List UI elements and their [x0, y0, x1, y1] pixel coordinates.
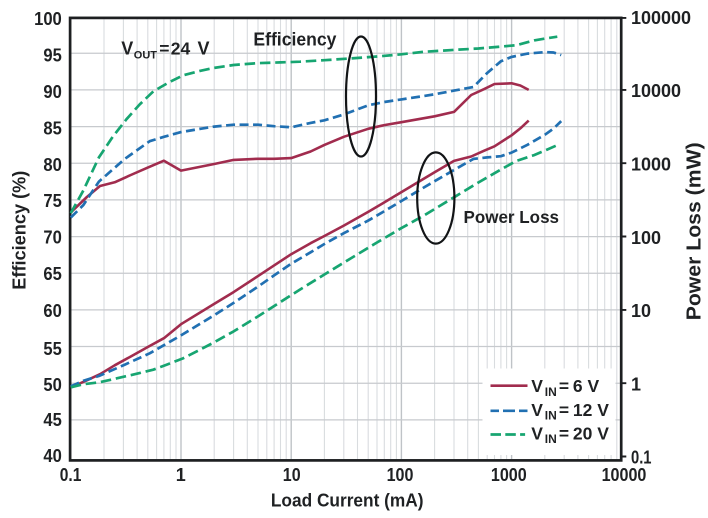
svg-text:Power Loss (mW): Power Loss (mW) — [683, 142, 706, 320]
svg-text:12 V: 12 V — [573, 400, 609, 420]
svg-text:1: 1 — [631, 374, 641, 394]
svg-text:60: 60 — [43, 301, 61, 321]
svg-text:24: 24 — [171, 39, 191, 59]
svg-text:0.1: 0.1 — [631, 448, 652, 468]
svg-text:45: 45 — [43, 410, 61, 430]
svg-text:95: 95 — [43, 46, 61, 66]
svg-text:90: 90 — [43, 82, 61, 102]
svg-text:100000: 100000 — [631, 8, 691, 28]
svg-text:65: 65 — [43, 264, 61, 284]
svg-text:10: 10 — [283, 465, 301, 485]
svg-text:Power Loss: Power Loss — [464, 207, 560, 227]
svg-text:=: = — [559, 423, 569, 443]
svg-text:70: 70 — [43, 227, 61, 247]
svg-text:V: V — [198, 39, 210, 59]
svg-text:20 V: 20 V — [573, 423, 609, 443]
svg-text:Load Current (mA): Load Current (mA) — [271, 491, 424, 511]
svg-text:10000: 10000 — [602, 465, 647, 485]
svg-text:50: 50 — [43, 375, 61, 395]
svg-text:Efficiency (%): Efficiency (%) — [9, 171, 29, 290]
svg-text:100: 100 — [387, 465, 414, 485]
svg-text:55: 55 — [43, 339, 61, 359]
svg-text:100: 100 — [631, 228, 661, 248]
svg-text:IN: IN — [545, 432, 557, 446]
svg-text:6 V: 6 V — [573, 376, 600, 396]
svg-text:10: 10 — [631, 301, 651, 321]
svg-text:10000: 10000 — [631, 81, 681, 101]
svg-text:0.1: 0.1 — [60, 465, 82, 485]
svg-text:1: 1 — [176, 465, 186, 485]
svg-text:1000: 1000 — [631, 155, 671, 175]
svg-text:75: 75 — [43, 191, 61, 211]
svg-text:V: V — [121, 39, 133, 59]
svg-text:85: 85 — [43, 118, 61, 138]
svg-text:Efficiency: Efficiency — [253, 29, 336, 49]
svg-text:=: = — [159, 39, 169, 59]
svg-text:=: = — [559, 400, 569, 420]
svg-text:V: V — [531, 423, 543, 443]
svg-text:V: V — [531, 400, 543, 420]
svg-text:IN: IN — [545, 409, 557, 423]
svg-text:OUT: OUT — [134, 49, 158, 61]
svg-text:40: 40 — [43, 446, 61, 466]
svg-text:IN: IN — [545, 385, 557, 399]
svg-text:V: V — [531, 376, 543, 396]
svg-text:80: 80 — [43, 155, 61, 175]
svg-text:100: 100 — [34, 9, 62, 29]
svg-text:=: = — [559, 376, 569, 396]
svg-text:1000: 1000 — [491, 465, 527, 485]
